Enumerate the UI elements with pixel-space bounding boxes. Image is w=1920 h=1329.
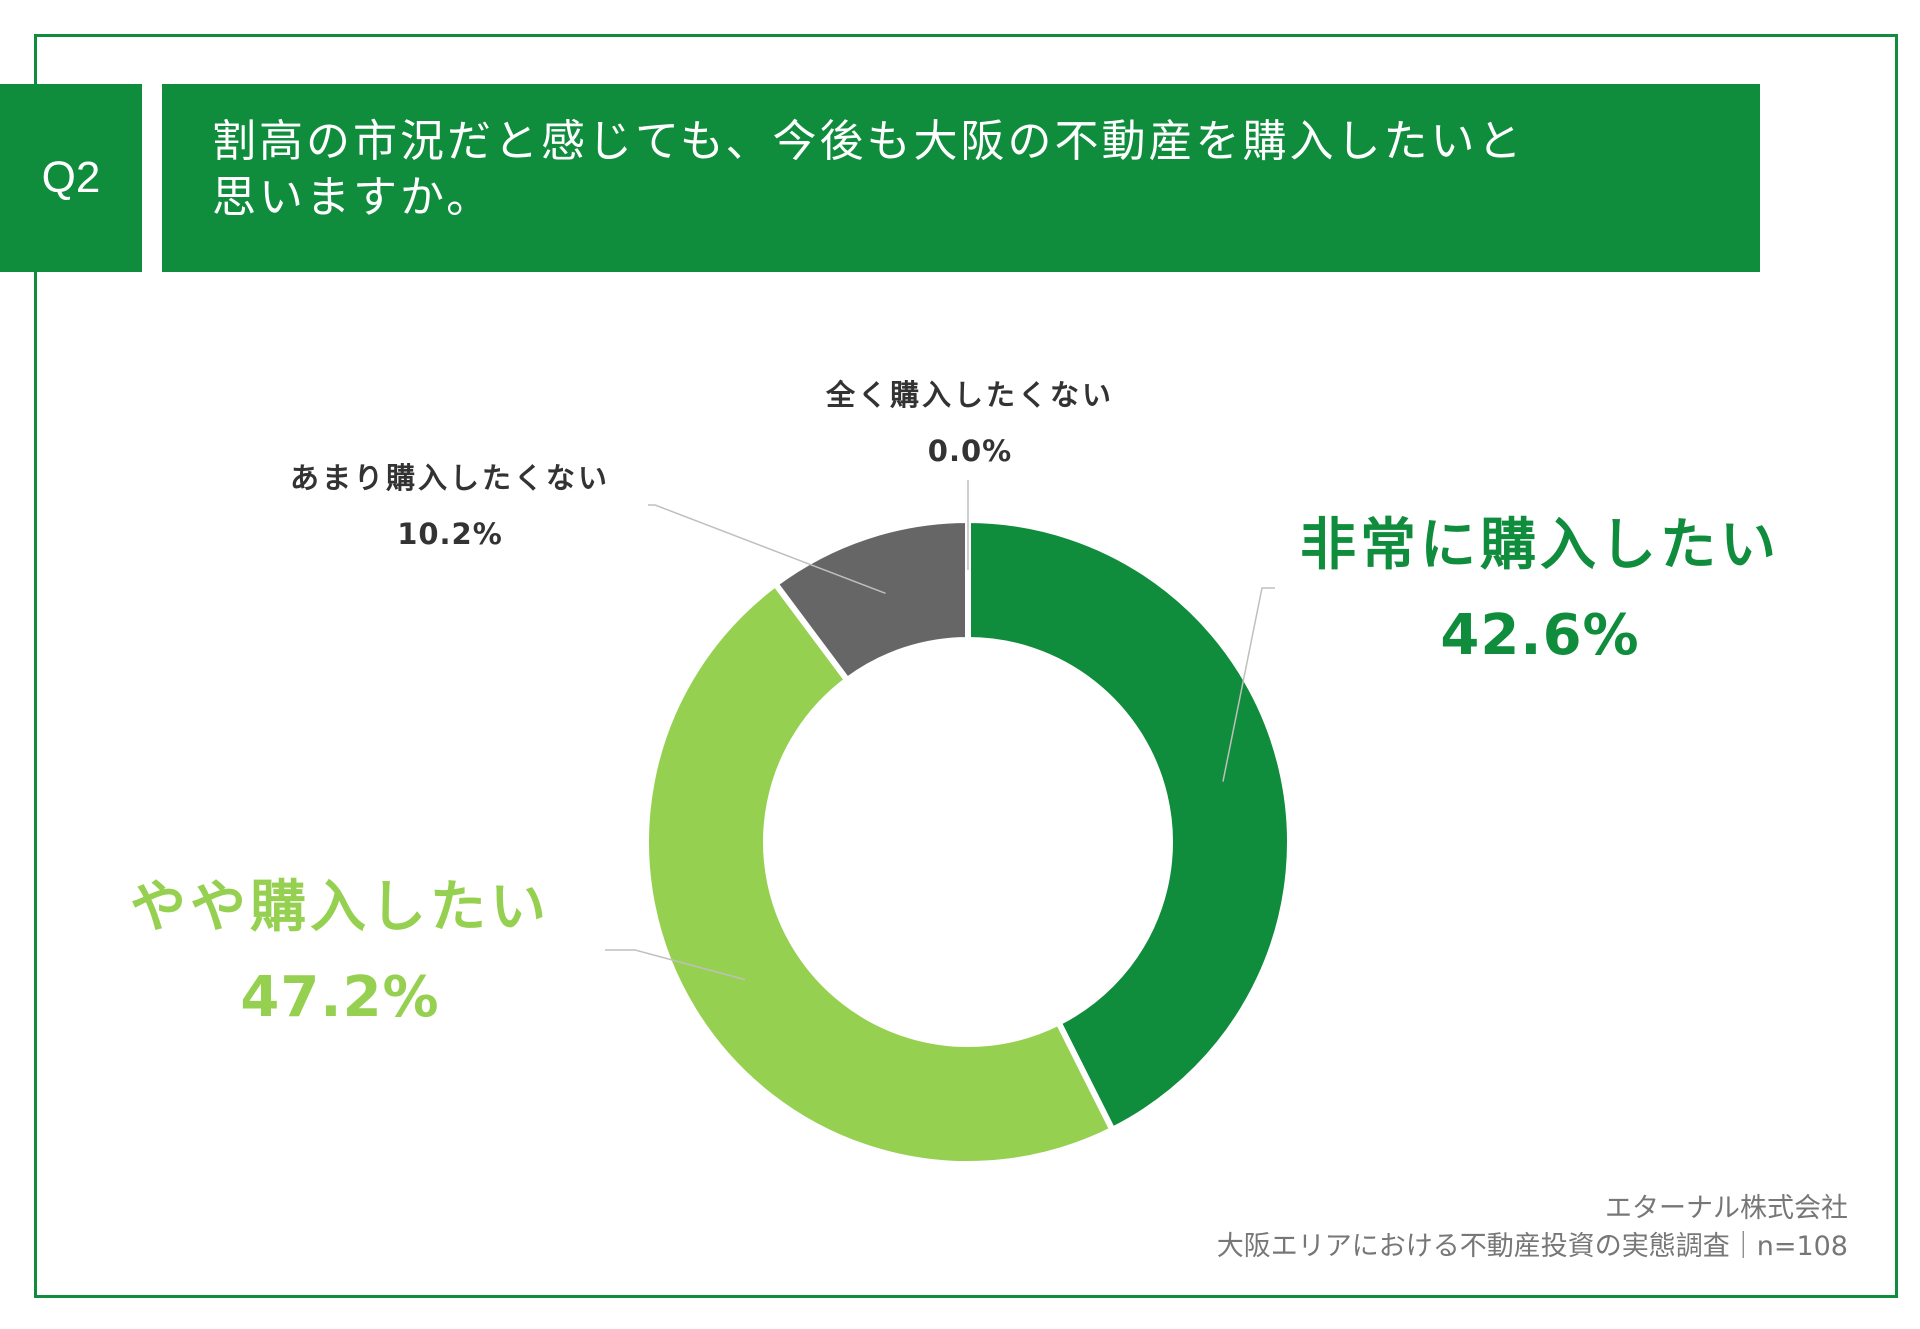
leader-line-very-much <box>1222 587 1275 782</box>
question-number: Q2 <box>0 84 142 272</box>
label-not-at-all: 全く購入したくない 0.0% <box>780 372 1160 468</box>
label-very-much: 非常に購入したい 42.6% <box>1290 500 1790 668</box>
slice-value-not-much: 10.2% <box>397 517 503 551</box>
leader-line-not-much <box>648 504 886 595</box>
question-banner: 割高の市況だと感じても、今後も大阪の不動産を購入したいと 思いますか。 <box>162 84 1760 272</box>
slice-label-very-much: 非常に購入したい <box>1300 513 1780 578</box>
source-survey: 大阪エリアにおける不動産投資の実態調査｜n=108 <box>1216 1231 1848 1262</box>
slice-value-very-much: 42.6% <box>1440 603 1640 668</box>
label-not-much: あまり購入したくない 10.2% <box>250 455 650 551</box>
leader-line-somewhat <box>605 949 746 981</box>
slice-label-somewhat: やや購入したい <box>130 875 550 940</box>
slice-value-somewhat: 47.2% <box>240 965 440 1030</box>
label-somewhat: やや購入したい 47.2% <box>110 862 570 1030</box>
slice-label-not-at-all: 全く購入したくない <box>825 378 1114 412</box>
source-note: エターナル株式会社 大阪エリアにおける不動産投資の実態調査｜n=108 <box>1217 1190 1848 1266</box>
slice-value-not-at-all: 0.0% <box>927 434 1013 468</box>
chart-frame <box>34 34 1898 1298</box>
donut-slice-very-much <box>965 516 1294 1134</box>
donut-slice-somewhat <box>642 579 1117 1168</box>
question-text-line2: 思いますか。 <box>212 172 494 223</box>
slice-label-not-much: あまり購入したくない <box>289 461 610 495</box>
source-company: エターナル株式会社 <box>1605 1193 1848 1224</box>
question-text-line1: 割高の市況だと感じても、今後も大阪の不動産を購入したいと <box>212 116 1525 167</box>
